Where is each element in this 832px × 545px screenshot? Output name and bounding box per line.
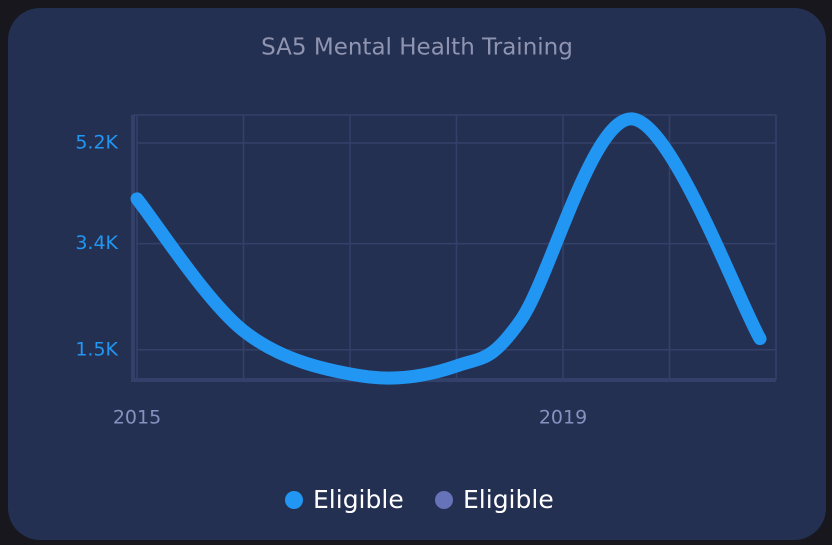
legend-marker [285, 491, 303, 509]
y-tick-label: 3.4K [75, 232, 118, 254]
chart-title: SA5 Mental Health Training [261, 35, 573, 61]
y-tick-label: 1.5K [75, 338, 118, 360]
line [130, 112, 767, 385]
legend-marker [435, 491, 453, 509]
card [8, 8, 826, 540]
y-tick-label: 5.2K [75, 131, 118, 153]
x-tick-label: 2019 [539, 407, 587, 429]
legend-label: Eligible [313, 485, 404, 514]
x-tick-label: 2015 [113, 407, 161, 429]
legend-label: Eligible [463, 485, 554, 514]
